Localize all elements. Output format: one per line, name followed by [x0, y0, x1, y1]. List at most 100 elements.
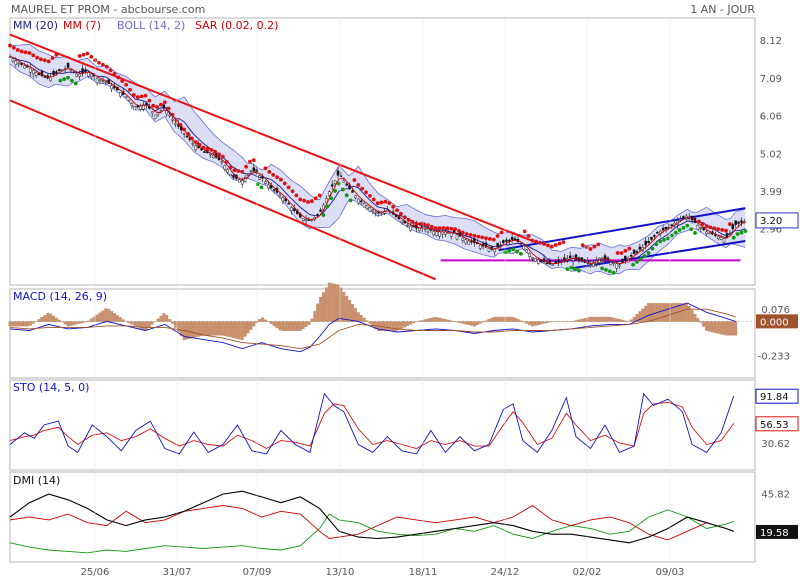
macd-histogram-bar	[679, 303, 682, 322]
sar-dot	[708, 225, 713, 230]
macd-histogram-bar	[603, 316, 607, 322]
candle-body	[267, 184, 270, 189]
sar-dot	[244, 164, 248, 169]
macd-histogram-bar	[333, 284, 337, 322]
sar-dot	[224, 160, 229, 164]
sar-dot	[371, 197, 376, 202]
sar-dot	[108, 68, 113, 73]
macd-histogram-bar	[292, 321, 296, 331]
sar-dot	[712, 226, 717, 231]
macd-histogram-bar	[278, 321, 282, 331]
sar-dot	[340, 187, 345, 192]
candle-body	[252, 167, 256, 172]
sar-dot	[530, 238, 535, 243]
macd-histogram-bar	[606, 316, 610, 322]
chart-title: MAUREL ET PROM - abcbourse.com	[11, 3, 206, 16]
sar-dot	[85, 51, 90, 56]
macd-histogram-bar	[362, 317, 366, 322]
macd-histogram-bar	[133, 321, 137, 326]
sar-dot	[464, 232, 469, 236]
price-tick-label: 5.02	[760, 149, 782, 160]
candle-body	[449, 232, 453, 237]
candle-body	[249, 170, 253, 173]
macd-histogram-bar	[667, 303, 671, 322]
sar-dot	[263, 166, 268, 171]
macd-histogram-bar	[220, 321, 224, 336]
candle-body	[507, 239, 511, 242]
sar-dot	[251, 158, 256, 163]
candle-body	[49, 76, 52, 82]
candle-body	[354, 195, 357, 199]
sar-dot	[693, 231, 697, 235]
sar-dot	[131, 93, 136, 97]
candle-body	[359, 200, 363, 203]
candle-body	[502, 240, 505, 244]
macd-histogram-bar	[327, 282, 331, 322]
macd-histogram-bar	[107, 309, 111, 322]
macd-histogram-bar	[60, 321, 64, 323]
candle-body	[534, 258, 537, 262]
macd-histogram-bar	[545, 321, 549, 323]
candle-body	[525, 249, 528, 253]
sar-dot	[654, 242, 659, 247]
candle-body	[104, 81, 108, 83]
macd-histogram-bar	[261, 317, 265, 322]
sar-dot	[607, 269, 612, 274]
macd-title: MACD (14, 26, 9)	[13, 290, 107, 303]
sar-dot	[348, 198, 353, 203]
candle-body	[264, 181, 267, 184]
candle-body	[400, 220, 404, 224]
candle-body	[26, 65, 29, 68]
sar-dot	[104, 64, 109, 69]
candle-body	[537, 259, 540, 264]
sar-dot	[124, 82, 129, 87]
candle-body	[618, 264, 621, 267]
candle-body	[220, 161, 224, 163]
macd-histogram-bar	[258, 319, 262, 322]
macd-histogram-bar	[699, 321, 703, 323]
sar-dot	[669, 233, 674, 238]
macd-histogram-bar	[496, 316, 500, 322]
macd-histogram-bar	[438, 317, 442, 322]
candle-body	[142, 104, 145, 110]
macd-histogram-bar	[304, 321, 308, 327]
x-tick-label: 18/11	[409, 567, 438, 578]
candle-body	[661, 227, 665, 231]
candle-body	[647, 240, 650, 244]
sar-dot	[197, 142, 202, 147]
sar-dot	[112, 71, 117, 76]
macd-histogram-bar	[237, 321, 241, 340]
sar-dot	[248, 159, 252, 164]
sar-dot	[128, 87, 132, 92]
candle-body	[290, 207, 293, 211]
candle-body	[722, 238, 726, 244]
sar-dot	[491, 237, 496, 242]
candle-body	[478, 244, 482, 249]
sar-dot	[696, 219, 701, 224]
macd-histogram-bar	[385, 321, 389, 331]
macd-histogram-bar	[513, 317, 517, 322]
sar-dot	[635, 259, 639, 264]
price-last-box	[755, 212, 799, 229]
candle-body	[301, 218, 305, 221]
macd-histogram-bar	[478, 321, 482, 324]
sar-dot	[321, 213, 326, 217]
macd-histogram-bar	[188, 321, 192, 339]
macd-histogram-bar	[313, 311, 317, 322]
sar-dot	[588, 247, 593, 251]
sar-dot	[236, 169, 241, 173]
candle-body	[487, 248, 491, 252]
sar-dot	[143, 93, 148, 98]
sar-dot	[54, 52, 59, 57]
candle-body	[37, 72, 41, 76]
sar-dot	[309, 199, 314, 204]
candle-body	[95, 78, 99, 84]
candle-body	[153, 114, 157, 120]
candle-body	[374, 211, 377, 214]
macd-histogram-bar	[356, 312, 360, 322]
sar-dot	[89, 54, 94, 59]
candle-body	[609, 261, 613, 266]
candle-body	[737, 221, 740, 224]
candle-body	[90, 73, 93, 77]
